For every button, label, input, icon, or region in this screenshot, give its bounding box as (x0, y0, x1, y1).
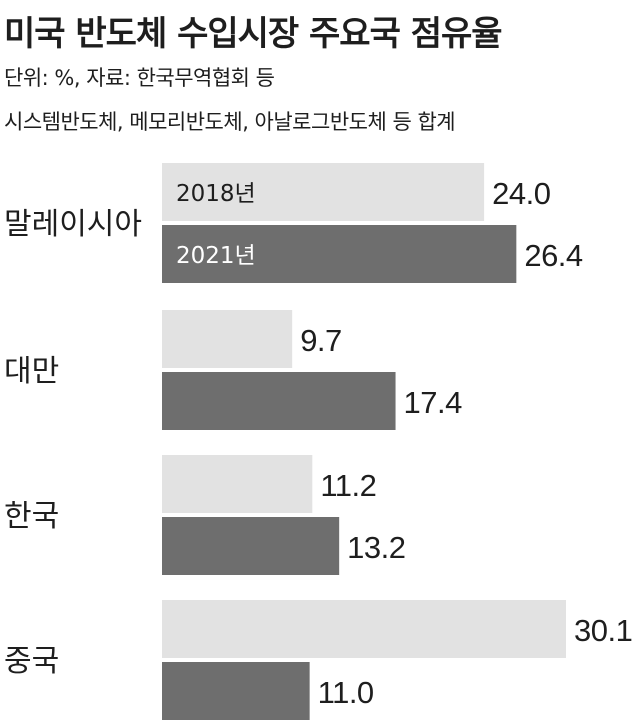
data-label: 26.4 (524, 238, 583, 273)
bar-series-2 (162, 225, 517, 283)
data-label: 9.7 (300, 323, 342, 358)
category-label: 말레이시아 (4, 207, 142, 242)
chart-subtitle-units-source: 단위: %, 자료: 한국무역협회 등 (4, 66, 275, 90)
data-label: 17.4 (404, 385, 463, 420)
chart-subtitle-note: 시스템반도체, 메모리반도체, 아날로그반도체 등 합계 (4, 110, 456, 134)
category-label: 대만 (4, 354, 59, 389)
bar-series-2 (162, 372, 396, 430)
bar-series-1 (162, 310, 293, 368)
category-label: 중국 (4, 644, 59, 679)
bar-series-1 (162, 600, 566, 658)
data-label: 11.0 (318, 675, 374, 710)
series-legend-label: 2021년 (176, 243, 256, 269)
chart-title: 미국 반도체 수입시장 주요국 점유율 (4, 14, 503, 54)
bar-series-1 (162, 455, 313, 513)
data-label: 24.0 (492, 176, 551, 211)
data-label: 30.1 (574, 613, 632, 648)
bar-series-1 (162, 163, 485, 221)
data-label: 13.2 (347, 530, 405, 565)
bar-series-2 (162, 662, 310, 720)
bar-series-2 (162, 517, 340, 575)
category-label: 한국 (4, 499, 59, 534)
data-label: 11.2 (320, 468, 376, 503)
series-legend-label: 2018년 (176, 181, 256, 207)
